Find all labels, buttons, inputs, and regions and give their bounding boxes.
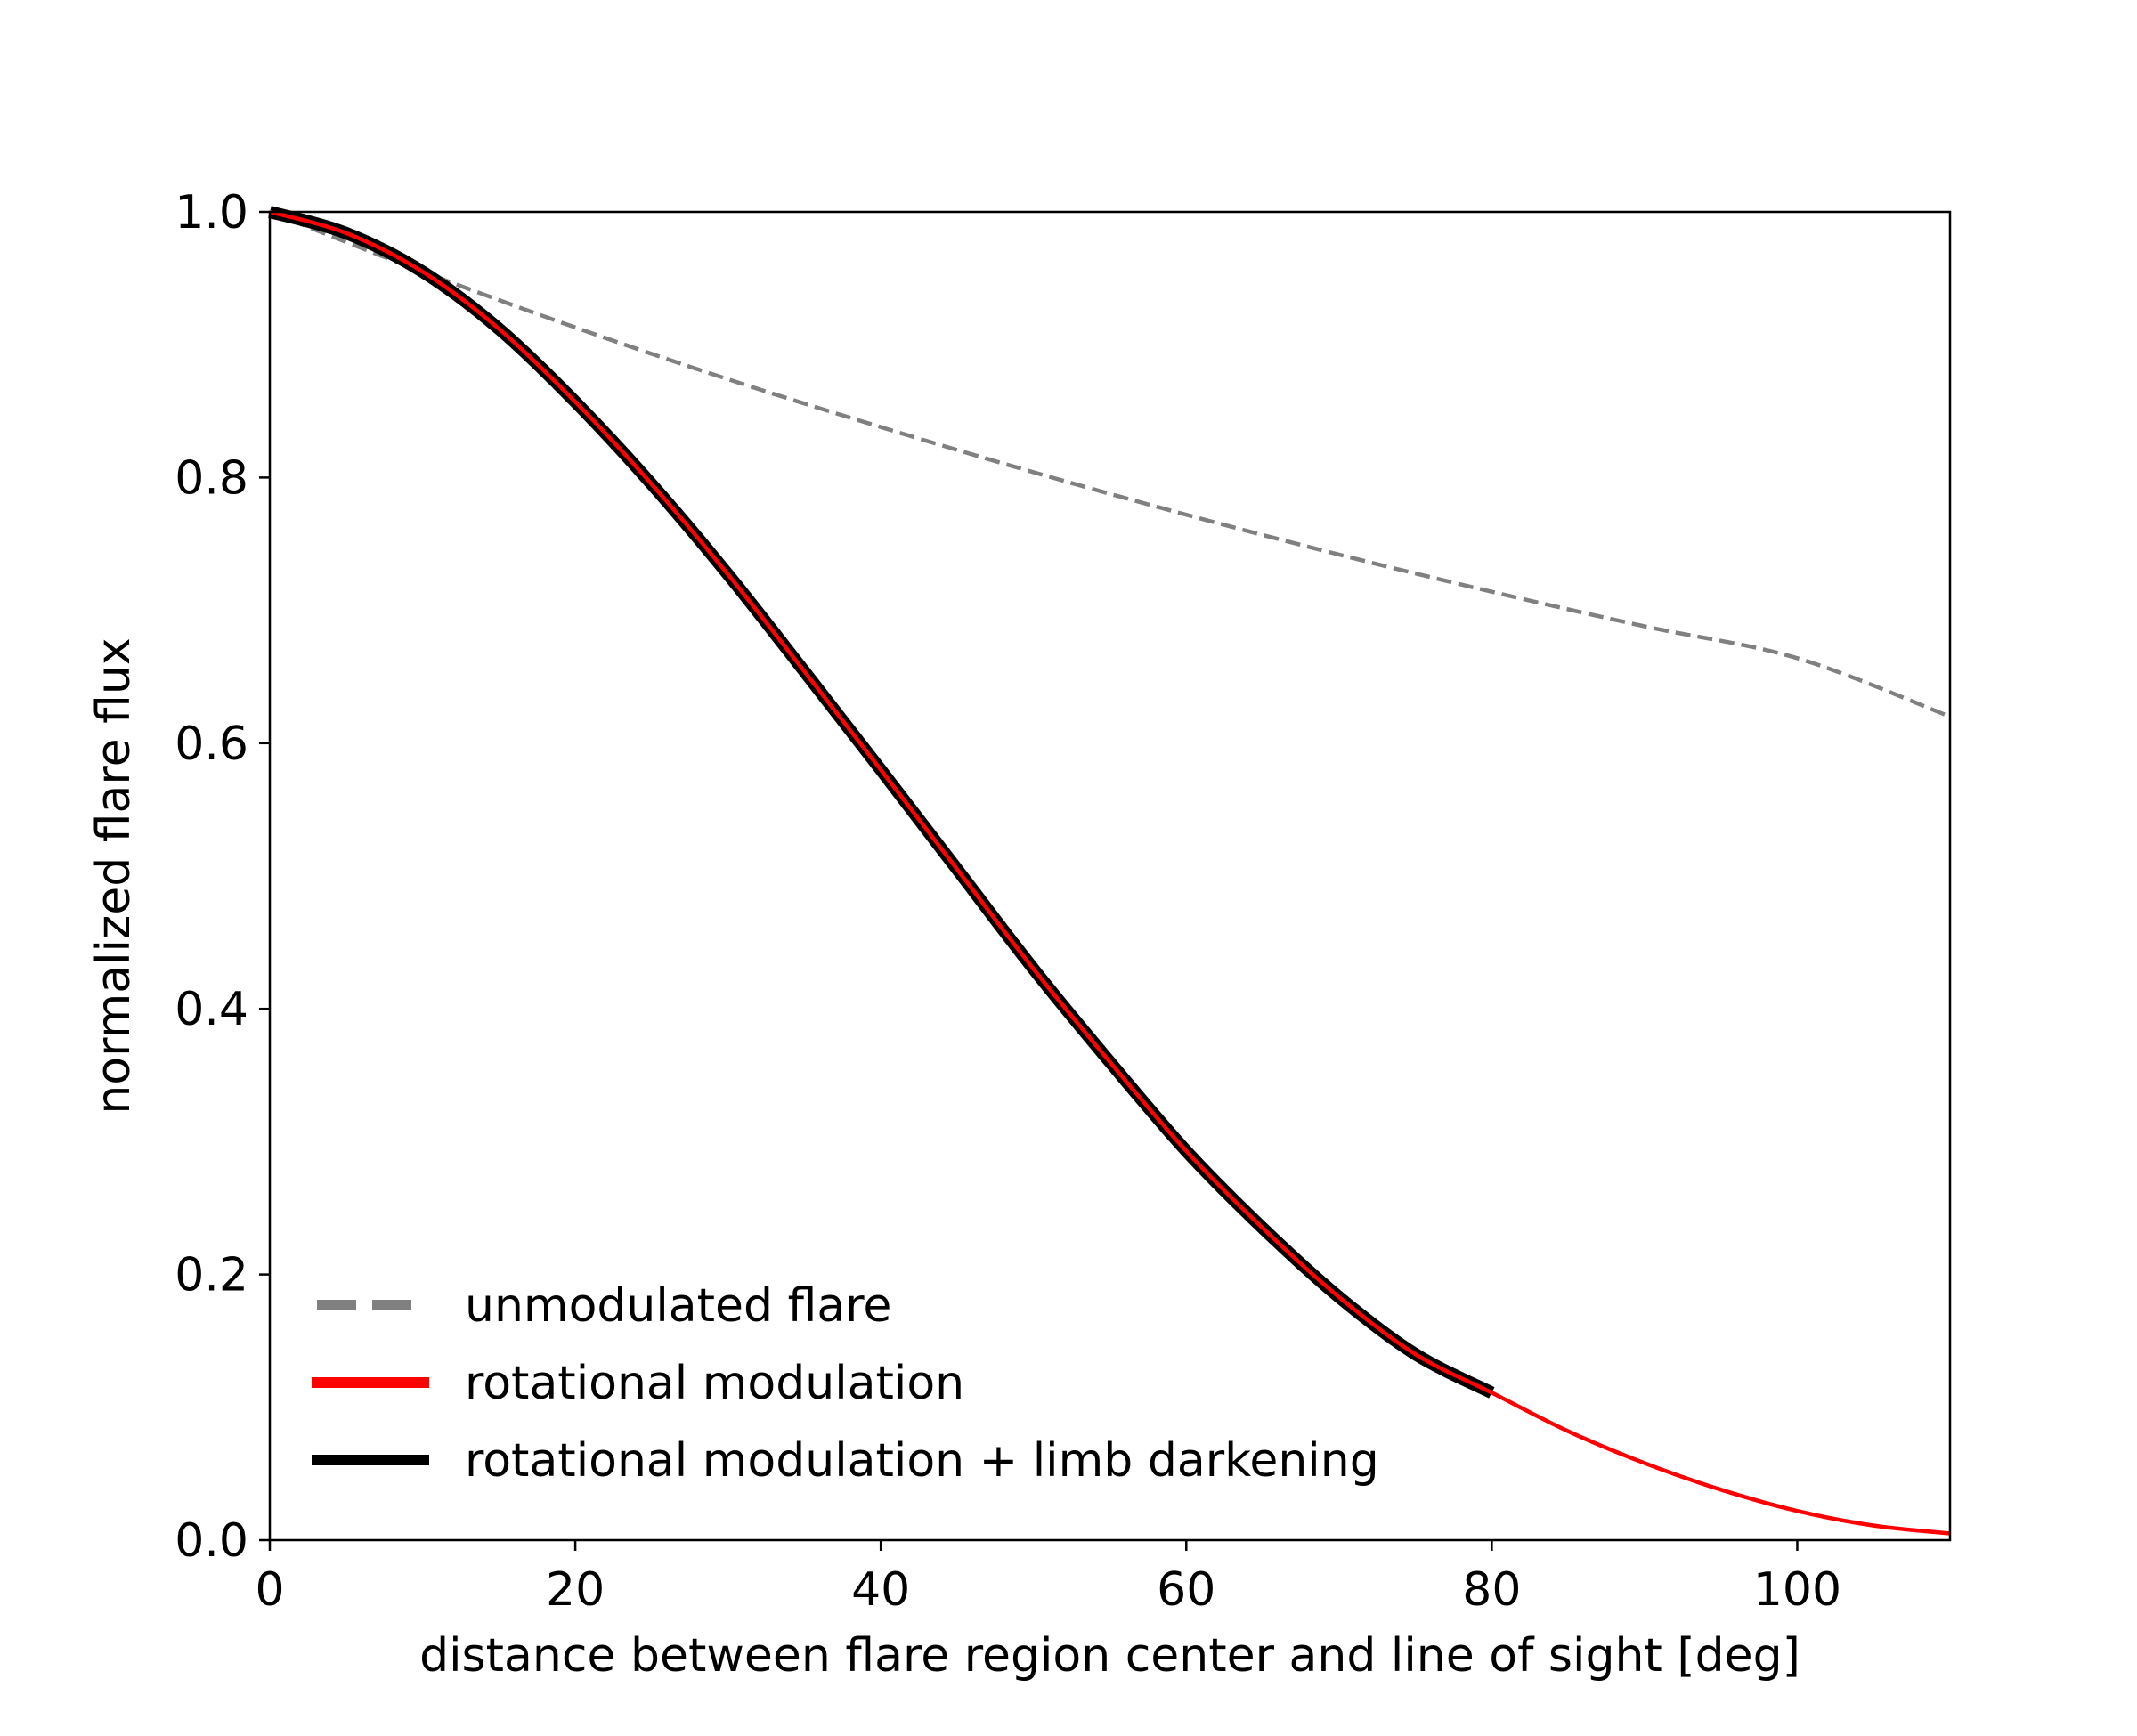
y-tick-label: 0.0 (175, 1514, 248, 1568)
x-tick-label: 100 (1753, 1563, 1841, 1617)
y-axis-ticks: 0.0 0.2 0.4 0.6 0.8 1.0 (175, 186, 270, 1568)
x-tick-label: 60 (1157, 1563, 1215, 1617)
legend: unmodulated flare rotational modulation ro… (312, 1279, 1379, 1488)
legend-label: rotational modulation + limb darkening (465, 1434, 1379, 1488)
x-tick-label: 80 (1462, 1563, 1521, 1617)
legend-label: rotational modulation (465, 1357, 964, 1410)
y-tick-label: 1.0 (175, 186, 248, 239)
x-tick-label: 0 (255, 1563, 284, 1617)
legend-label: unmodulated flare (465, 1279, 891, 1333)
y-tick-label: 0.8 (175, 451, 248, 505)
x-tick-label: 40 (851, 1563, 910, 1617)
series-layer (268, 206, 1951, 1536)
series-line-rotational-modulation (269, 209, 1951, 1536)
y-tick-label: 0.6 (175, 718, 248, 771)
x-tick-label: 20 (546, 1563, 605, 1617)
plot-frame (268, 210, 1952, 1542)
x-axis-label: distance between flare region center and… (419, 1629, 1800, 1683)
y-axis-label: normalized flare flux (87, 637, 141, 1114)
x-axis-ticks: 0 20 40 60 80 100 (255, 1540, 1841, 1617)
series-line-unmodulated-flare (269, 209, 1951, 719)
y-tick-label: 0.2 (175, 1249, 248, 1302)
y-tick-label: 0.4 (175, 983, 248, 1036)
